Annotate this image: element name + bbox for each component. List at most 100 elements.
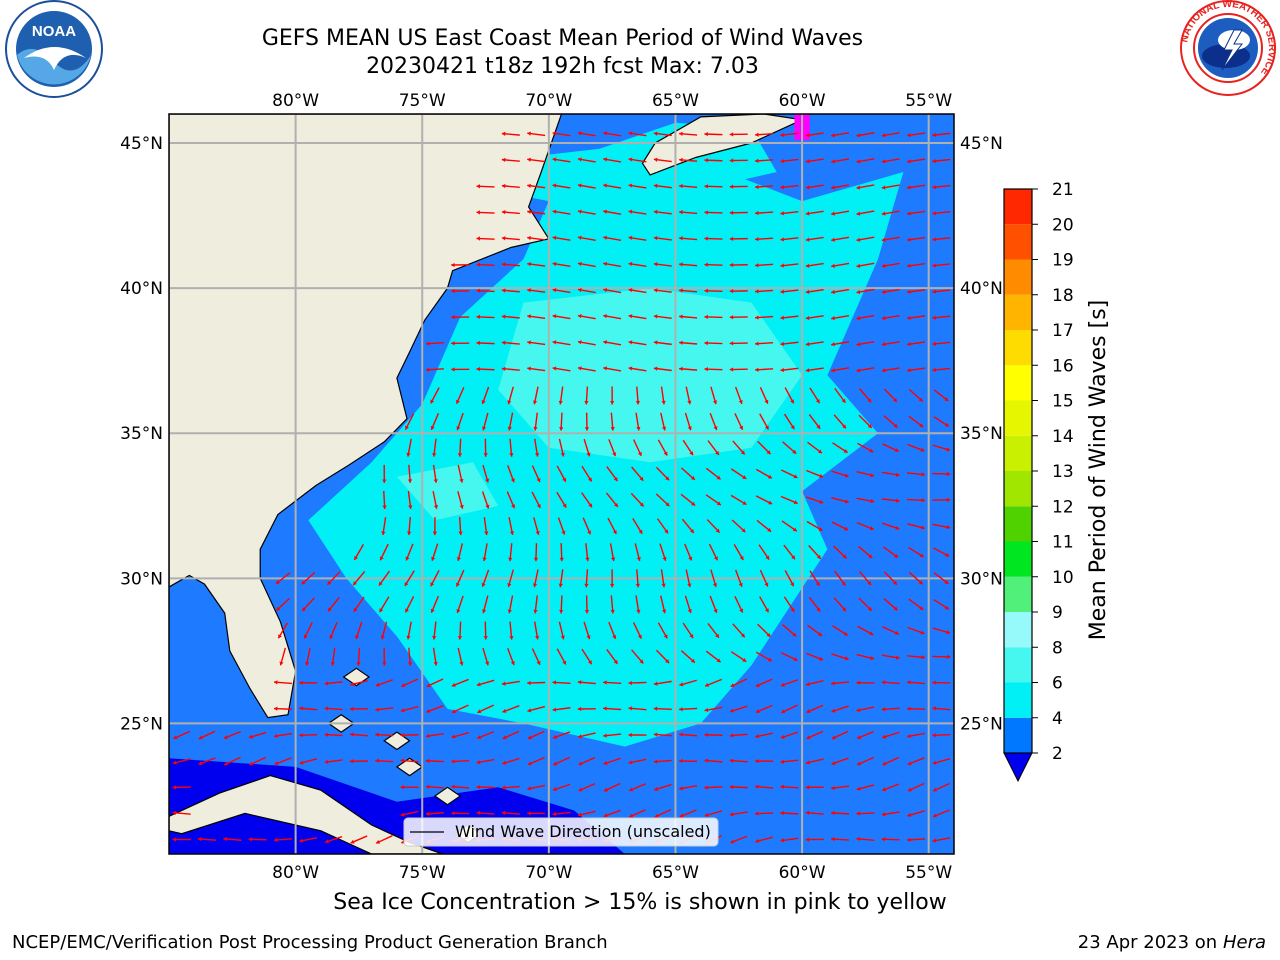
colorbar-segment	[1004, 576, 1032, 612]
wind-wave-arrow-icon	[476, 810, 495, 816]
wind-wave-arrow-icon	[679, 707, 698, 712]
wind-wave-arrow-icon	[430, 387, 440, 404]
wind-wave-arrow-icon	[881, 210, 900, 216]
wind-wave-arrow-icon	[502, 730, 520, 740]
wind-wave-arrow-icon	[400, 733, 419, 738]
wind-wave-arrow-icon	[679, 131, 698, 136]
wind-wave-arrow-icon	[856, 653, 875, 661]
wind-wave-arrow-icon	[577, 287, 596, 294]
sea-ice-caption: Sea Ice Concentration > 15% is shown in …	[333, 890, 947, 915]
wind-wave-arrow-icon	[274, 757, 292, 766]
wind-wave-arrow-icon	[780, 263, 799, 268]
wind-wave-arrow-icon	[481, 386, 490, 405]
wind-wave-arrow-icon	[704, 758, 723, 763]
wind-wave-arrow-icon	[755, 237, 774, 242]
wind-wave-arrow-icon	[552, 261, 571, 268]
nws-logo-icon: NATIONAL WEATHER SERVICE	[1179, 0, 1277, 96]
wind-wave-arrow-icon	[405, 543, 414, 561]
wind-wave-arrow-icon	[375, 707, 394, 712]
wind-wave-arrow-icon	[628, 235, 647, 241]
wave-period-band-6-8	[498, 288, 803, 463]
wind-wave-arrow-icon	[734, 413, 744, 431]
wind-wave-arrow-icon	[610, 569, 615, 588]
wind-wave-arrow-icon	[932, 523, 951, 530]
wind-wave-arrow-icon	[932, 444, 951, 452]
wind-wave-arrow-icon	[856, 158, 875, 164]
wind-wave-arrow-icon	[303, 622, 313, 639]
wind-wave-arrow-icon	[451, 784, 470, 789]
wind-wave-arrow-icon	[881, 811, 900, 817]
wind-wave-arrow-icon	[432, 517, 437, 536]
wind-wave-arrow-icon	[603, 183, 622, 189]
wind-wave-arrow-icon	[881, 314, 900, 321]
wind-wave-arrow-icon	[501, 810, 520, 816]
wind-wave-arrow-icon	[552, 680, 571, 685]
wind-wave-arrow-icon	[780, 731, 799, 739]
wind-wave-arrow-icon	[907, 236, 926, 242]
wind-wave-arrow-icon	[704, 367, 723, 372]
wind-wave-arrow-icon	[558, 621, 565, 640]
wind-wave-arrow-icon	[805, 210, 824, 216]
colorbar-extend-triangle	[1003, 752, 1033, 783]
wind-wave-arrow-icon	[704, 210, 723, 215]
wind-wave-arrow-icon	[476, 731, 495, 740]
wind-wave-arrow-icon	[603, 314, 622, 320]
coastline-cuba	[169, 774, 443, 854]
footer-credit: NCEP/EMC/Verification Post Processing Pr…	[12, 932, 608, 953]
lat-tick-label-right: 25°N	[960, 714, 1003, 734]
wind-wave-arrow-icon	[406, 438, 412, 457]
chart-title: GEFS MEAN US East Coast Mean Period of W…	[261, 26, 864, 51]
wind-wave-arrow-icon	[730, 494, 747, 506]
wind-wave-arrow-icon	[501, 785, 520, 790]
wind-wave-arrow-icon	[527, 680, 546, 686]
wind-wave-arrow-icon	[883, 598, 898, 611]
wind-wave-arrow-icon	[501, 157, 520, 163]
wind-wave-arrow-icon	[932, 680, 951, 685]
wind-wave-arrow-icon	[780, 367, 799, 373]
wind-wave-arrow-icon	[558, 569, 564, 588]
wind-wave-arrow-icon	[758, 544, 770, 561]
wind-wave-arrow-icon	[907, 732, 925, 739]
wind-wave-arrow-icon	[527, 235, 546, 241]
wind-wave-arrow-icon	[656, 518, 669, 534]
wind-wave-arrow-icon	[635, 569, 641, 588]
wind-wave-arrow-icon	[507, 386, 514, 405]
wind-wave-arrow-icon	[457, 491, 464, 509]
wind-wave-arrow-icon	[509, 621, 514, 640]
footer-date-text: 23 Apr 2023 on	[1077, 932, 1223, 953]
wind-wave-arrow-icon	[375, 835, 393, 844]
wind-wave-arrow-icon	[933, 572, 949, 585]
wind-wave-arrow-icon	[932, 733, 951, 738]
wind-wave-arrow-icon	[907, 782, 925, 792]
wind-wave-arrow-icon	[299, 837, 318, 843]
wind-wave-arrow-icon	[729, 315, 748, 320]
wind-wave-arrow-icon	[729, 184, 748, 189]
wind-wave-arrow-icon	[881, 731, 900, 739]
wind-wave-arrow-icon	[425, 732, 444, 738]
wind-wave-arrow-icon	[882, 756, 900, 766]
wind-wave-arrow-icon	[477, 704, 495, 714]
wind-wave-arrow-icon	[755, 132, 774, 137]
wind-wave-arrow-icon	[630, 492, 645, 508]
wind-wave-arrow-icon	[733, 544, 744, 561]
wind-wave-arrow-icon	[805, 367, 824, 373]
wind-wave-arrow-icon	[780, 837, 799, 843]
wind-wave-arrow-icon	[907, 184, 926, 190]
wind-wave-arrow-icon	[349, 706, 368, 712]
wind-wave-arrow-icon	[680, 467, 696, 481]
wind-wave-arrow-icon	[507, 595, 514, 614]
wind-wave-arrow-icon	[552, 811, 571, 817]
wind-wave-arrow-icon	[806, 652, 824, 661]
wind-wave-arrow-icon	[425, 367, 444, 372]
wind-wave-arrow-icon	[655, 649, 670, 664]
wind-wave-arrow-icon	[476, 758, 495, 765]
wind-wave-arrow-icon	[577, 209, 596, 215]
wind-wave-arrow-icon	[730, 678, 748, 688]
wind-wave-arrow-icon	[451, 262, 470, 268]
wind-wave-arrow-icon	[552, 314, 571, 320]
wind-wave-arrow-icon	[577, 157, 596, 163]
wind-wave-arrow-icon	[172, 785, 191, 790]
colorbar-tick-label: 8	[1052, 638, 1063, 658]
wind-wave-arrow-icon	[223, 756, 241, 766]
